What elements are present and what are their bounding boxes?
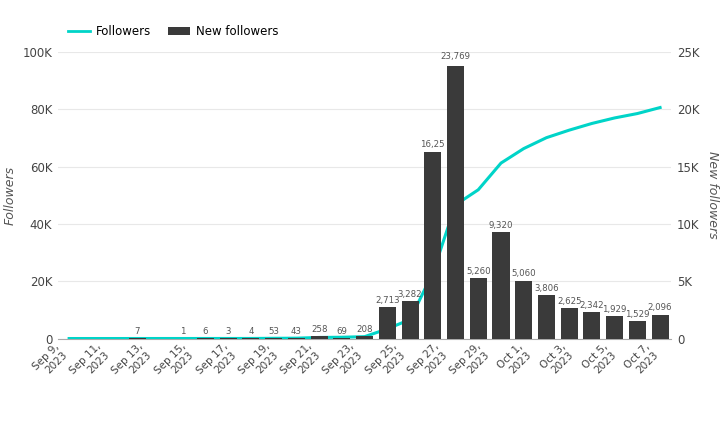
- Bar: [356, 336, 373, 339]
- Bar: [583, 312, 601, 339]
- Bar: [516, 280, 532, 339]
- Text: 1: 1: [180, 327, 186, 336]
- Y-axis label: Followers: Followers: [4, 166, 17, 225]
- Text: 5,060: 5,060: [511, 270, 536, 279]
- Text: 4: 4: [248, 327, 253, 336]
- Text: 53: 53: [268, 327, 279, 336]
- Y-axis label: New followers: New followers: [706, 151, 719, 239]
- Text: 2,096: 2,096: [648, 303, 672, 312]
- Text: 2,342: 2,342: [580, 301, 604, 309]
- Text: 1,929: 1,929: [602, 306, 627, 314]
- Text: 3: 3: [225, 327, 231, 336]
- Bar: [334, 338, 350, 339]
- Bar: [447, 66, 464, 339]
- Bar: [629, 321, 646, 339]
- Text: 2,713: 2,713: [375, 296, 400, 306]
- Bar: [425, 152, 441, 339]
- Text: 3,806: 3,806: [534, 284, 559, 293]
- Text: 9,320: 9,320: [489, 220, 513, 230]
- Text: 69: 69: [336, 327, 347, 335]
- Bar: [538, 295, 555, 339]
- Text: 7: 7: [134, 327, 140, 336]
- Text: 3,282: 3,282: [398, 290, 422, 299]
- Text: 16,25: 16,25: [420, 140, 445, 148]
- Text: 23,769: 23,769: [440, 52, 471, 61]
- Bar: [606, 316, 623, 339]
- Text: 6: 6: [203, 327, 208, 336]
- Bar: [288, 338, 305, 339]
- Text: 5,260: 5,260: [466, 267, 490, 276]
- Bar: [561, 309, 578, 339]
- Text: 208: 208: [357, 325, 373, 334]
- Text: 258: 258: [311, 325, 327, 333]
- Bar: [492, 232, 510, 339]
- Bar: [470, 278, 487, 339]
- Text: 2,625: 2,625: [557, 297, 581, 306]
- Bar: [651, 315, 669, 339]
- Text: 1,529: 1,529: [625, 310, 650, 319]
- Bar: [379, 307, 396, 339]
- Text: 43: 43: [291, 327, 302, 336]
- Bar: [401, 301, 419, 339]
- Bar: [265, 338, 282, 339]
- Bar: [310, 335, 328, 339]
- Legend: Followers, New followers: Followers, New followers: [64, 21, 283, 43]
